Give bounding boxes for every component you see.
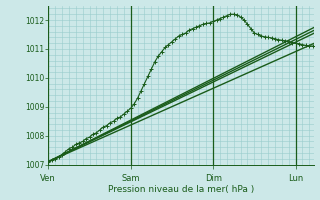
X-axis label: Pression niveau de la mer( hPa ): Pression niveau de la mer( hPa ) — [108, 185, 254, 194]
